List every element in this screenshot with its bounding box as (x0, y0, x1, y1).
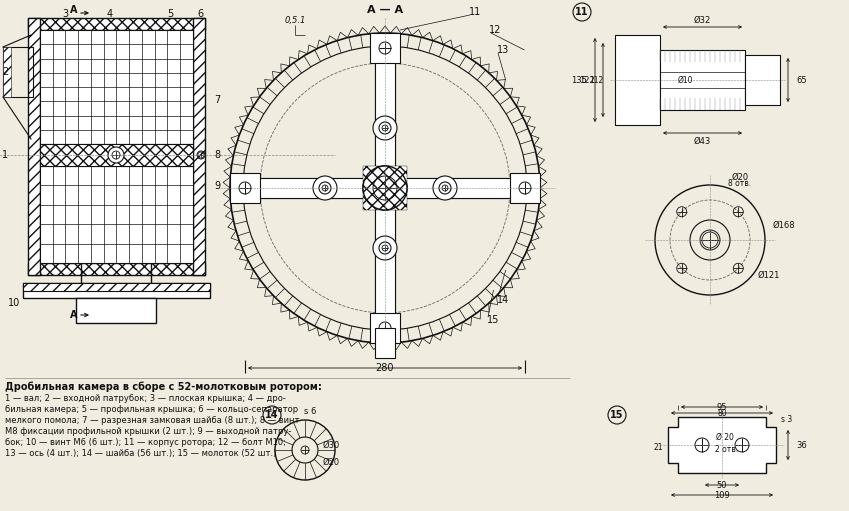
Bar (28, 263, 205, 275)
Text: 1: 1 (2, 150, 8, 160)
Text: бок; 10 — винт М6 (6 шт.); 11 — корпус ротора; 12 — болт М10;: бок; 10 — винт М6 (6 шт.); 11 — корпус р… (5, 438, 286, 447)
Text: М8 фиксации профильной крышки (2 шт.); 9 — выходной патру-: М8 фиксации профильной крышки (2 шт.); 9… (5, 427, 291, 436)
Text: 13: 13 (497, 45, 509, 55)
Text: s 6: s 6 (304, 407, 316, 416)
Text: 36: 36 (796, 440, 807, 450)
Bar (23, 283, 210, 291)
Bar (660, 50, 745, 62)
Bar (40, 144, 193, 166)
Circle shape (433, 176, 457, 200)
Bar (615, 105, 660, 125)
Text: 3: 3 (62, 9, 68, 19)
Bar (3, 47, 33, 97)
Text: Ø30: Ø30 (323, 440, 340, 450)
Bar (245, 178, 525, 198)
Text: 12: 12 (489, 25, 501, 35)
Text: Ø32: Ø32 (694, 15, 711, 25)
Bar (375, 328, 395, 358)
Text: 6: 6 (197, 9, 203, 19)
Text: 280: 280 (376, 363, 394, 373)
Bar (28, 18, 40, 275)
Bar (370, 33, 400, 63)
Text: 5: 5 (167, 9, 173, 19)
Bar (40, 166, 193, 263)
Text: Ø168: Ø168 (773, 221, 796, 229)
Text: 50: 50 (717, 480, 728, 490)
Text: 0,5.1: 0,5.1 (284, 15, 306, 25)
Text: s 3: s 3 (781, 415, 792, 425)
Text: 65: 65 (796, 76, 807, 84)
Text: 135: 135 (571, 76, 587, 84)
Bar (230, 173, 260, 203)
Text: мелкого помола; 7 — разрезная замковая шайба (8 шт.); 8 — винт: мелкого помола; 7 — разрезная замковая ш… (5, 416, 300, 425)
Bar (40, 30, 193, 144)
Text: 8 отв.: 8 отв. (728, 178, 751, 188)
Bar (745, 55, 780, 67)
Text: А — А: А — А (367, 5, 403, 15)
Text: 2: 2 (2, 67, 8, 77)
Bar (615, 35, 660, 55)
Text: 4: 4 (107, 9, 113, 19)
Text: 14: 14 (497, 295, 509, 305)
Text: 1 — вал; 2 — входной патрубок; 3 — плоская крышка; 4 — дро-: 1 — вал; 2 — входной патрубок; 3 — плоск… (5, 394, 286, 403)
Text: 112: 112 (588, 76, 603, 84)
Text: Ø 20: Ø 20 (716, 432, 734, 442)
Bar (745, 93, 780, 105)
Bar (28, 263, 205, 275)
Text: A: A (70, 310, 78, 320)
Bar (193, 18, 205, 275)
Bar (375, 48, 395, 328)
Bar (363, 166, 407, 210)
Text: 8: 8 (214, 150, 220, 160)
Text: 11: 11 (576, 7, 588, 17)
Bar (245, 178, 525, 198)
Text: 122: 122 (579, 76, 595, 84)
Bar (28, 18, 205, 30)
Text: A: A (70, 5, 78, 15)
Circle shape (373, 116, 397, 140)
Text: 21: 21 (654, 444, 663, 453)
Bar (745, 55, 780, 105)
Text: 10: 10 (8, 298, 20, 308)
Bar (375, 48, 395, 328)
Bar (40, 166, 193, 263)
Bar (510, 173, 540, 203)
Circle shape (373, 236, 397, 260)
Bar (193, 18, 205, 275)
Bar (76, 298, 156, 323)
Text: 109: 109 (714, 491, 730, 499)
Text: Ø43: Ø43 (694, 136, 711, 146)
Text: 7: 7 (214, 95, 220, 105)
Bar (660, 50, 745, 110)
Text: Ø20: Ø20 (732, 173, 749, 181)
Text: 11: 11 (469, 7, 481, 17)
Text: Ø10: Ø10 (678, 76, 693, 84)
Bar (28, 18, 40, 275)
Bar (40, 30, 193, 144)
Circle shape (108, 147, 124, 163)
Bar (370, 313, 400, 343)
Text: бильная камера; 5 — профильная крышка; 6 — кольцо-сепаратор: бильная камера; 5 — профильная крышка; 6… (5, 405, 298, 414)
Circle shape (363, 166, 407, 210)
Text: Ø20: Ø20 (323, 457, 340, 467)
Bar (615, 35, 660, 125)
Polygon shape (668, 417, 776, 473)
Circle shape (313, 176, 337, 200)
Bar (40, 144, 193, 166)
Text: 80: 80 (717, 408, 727, 417)
Text: 15: 15 (486, 315, 499, 325)
Bar (660, 98, 745, 110)
Text: Дробильная камера в сборе с 52-молотковым ротором:: Дробильная камера в сборе с 52-молотковы… (5, 382, 322, 392)
Text: 15: 15 (610, 410, 624, 420)
Text: 13 — ось (4 шт.); 14 — шайба (56 шт.); 15 — молоток (52 шт.): 13 — ось (4 шт.); 14 — шайба (56 шт.); 1… (5, 449, 277, 458)
Text: 14: 14 (265, 410, 278, 420)
Text: 95: 95 (717, 403, 728, 411)
Text: Ø121: Ø121 (758, 270, 780, 280)
Text: 2 отв.: 2 отв. (716, 446, 739, 454)
Bar (23, 283, 210, 298)
Bar (28, 18, 205, 30)
Bar (23, 283, 210, 291)
Text: 9: 9 (214, 181, 220, 191)
Bar (3, 47, 11, 97)
